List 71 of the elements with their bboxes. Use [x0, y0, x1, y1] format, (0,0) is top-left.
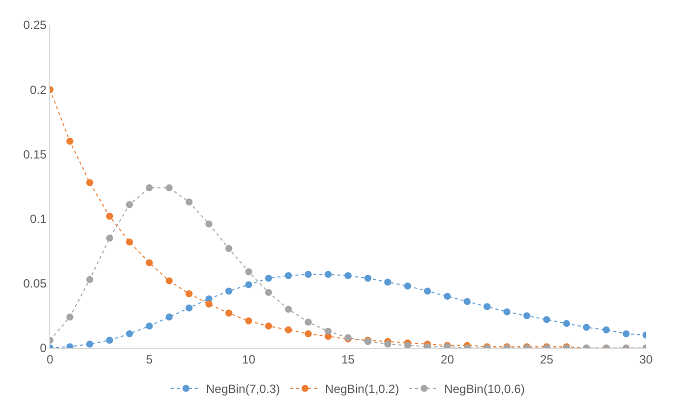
point — [86, 340, 94, 348]
y-tick-label: 0.05 — [23, 276, 47, 291]
point — [324, 328, 332, 335]
point — [186, 290, 193, 298]
point — [304, 270, 312, 278]
point — [66, 313, 74, 320]
legend-label: NegBin(10,0.6) — [444, 382, 525, 396]
point — [404, 282, 412, 290]
x-tick-label: 10 — [242, 352, 256, 366]
point — [284, 272, 292, 280]
legend-label: NegBin(7,0.3) — [206, 382, 280, 396]
point — [186, 198, 193, 206]
point — [523, 312, 530, 320]
point — [265, 274, 272, 282]
point — [245, 281, 252, 288]
point — [166, 184, 173, 192]
point — [166, 313, 173, 320]
point — [364, 274, 372, 282]
point — [166, 277, 173, 284]
point — [464, 298, 471, 305]
y-tick-label: 0.2 — [30, 82, 47, 97]
point — [384, 340, 392, 348]
point — [225, 310, 232, 317]
point — [484, 303, 491, 310]
point — [602, 326, 610, 334]
point — [106, 234, 114, 242]
point — [304, 330, 312, 338]
point — [106, 212, 114, 220]
point — [324, 270, 332, 278]
point — [126, 238, 133, 246]
point — [66, 138, 74, 145]
y-tick-label: 0.1 — [30, 212, 47, 226]
point — [245, 268, 252, 276]
point — [344, 272, 352, 280]
point — [126, 330, 133, 338]
point — [284, 326, 292, 334]
point — [225, 245, 232, 252]
y-tick-label: 0 — [40, 341, 47, 356]
y-tick-label: 0.15 — [23, 147, 47, 162]
point — [543, 316, 550, 324]
point — [424, 288, 431, 295]
point — [106, 336, 114, 344]
point — [146, 184, 153, 192]
x-tick-label: 15 — [341, 352, 355, 366]
point — [384, 278, 392, 286]
y-tick-label: 0.25 — [23, 18, 47, 32]
point — [225, 288, 232, 295]
point — [205, 300, 212, 308]
x-tick-label: 20 — [440, 352, 454, 366]
point — [304, 318, 312, 326]
point — [622, 330, 630, 338]
point — [146, 322, 153, 330]
point — [86, 276, 94, 284]
legend-label: NegBin(1,0.2) — [325, 382, 400, 396]
point — [126, 201, 133, 208]
point — [444, 292, 451, 300]
point — [205, 220, 212, 228]
point — [503, 308, 510, 316]
point — [265, 322, 272, 330]
point — [404, 342, 412, 348]
point — [245, 317, 252, 324]
x-tick-label: 5 — [146, 352, 153, 366]
point — [563, 320, 570, 327]
x-tick-label: 30 — [639, 352, 653, 366]
point — [265, 288, 272, 296]
point — [146, 259, 153, 266]
point — [186, 304, 193, 312]
point — [582, 324, 590, 331]
x-tick-label: 25 — [540, 352, 554, 366]
point — [284, 306, 292, 313]
point — [86, 179, 94, 186]
